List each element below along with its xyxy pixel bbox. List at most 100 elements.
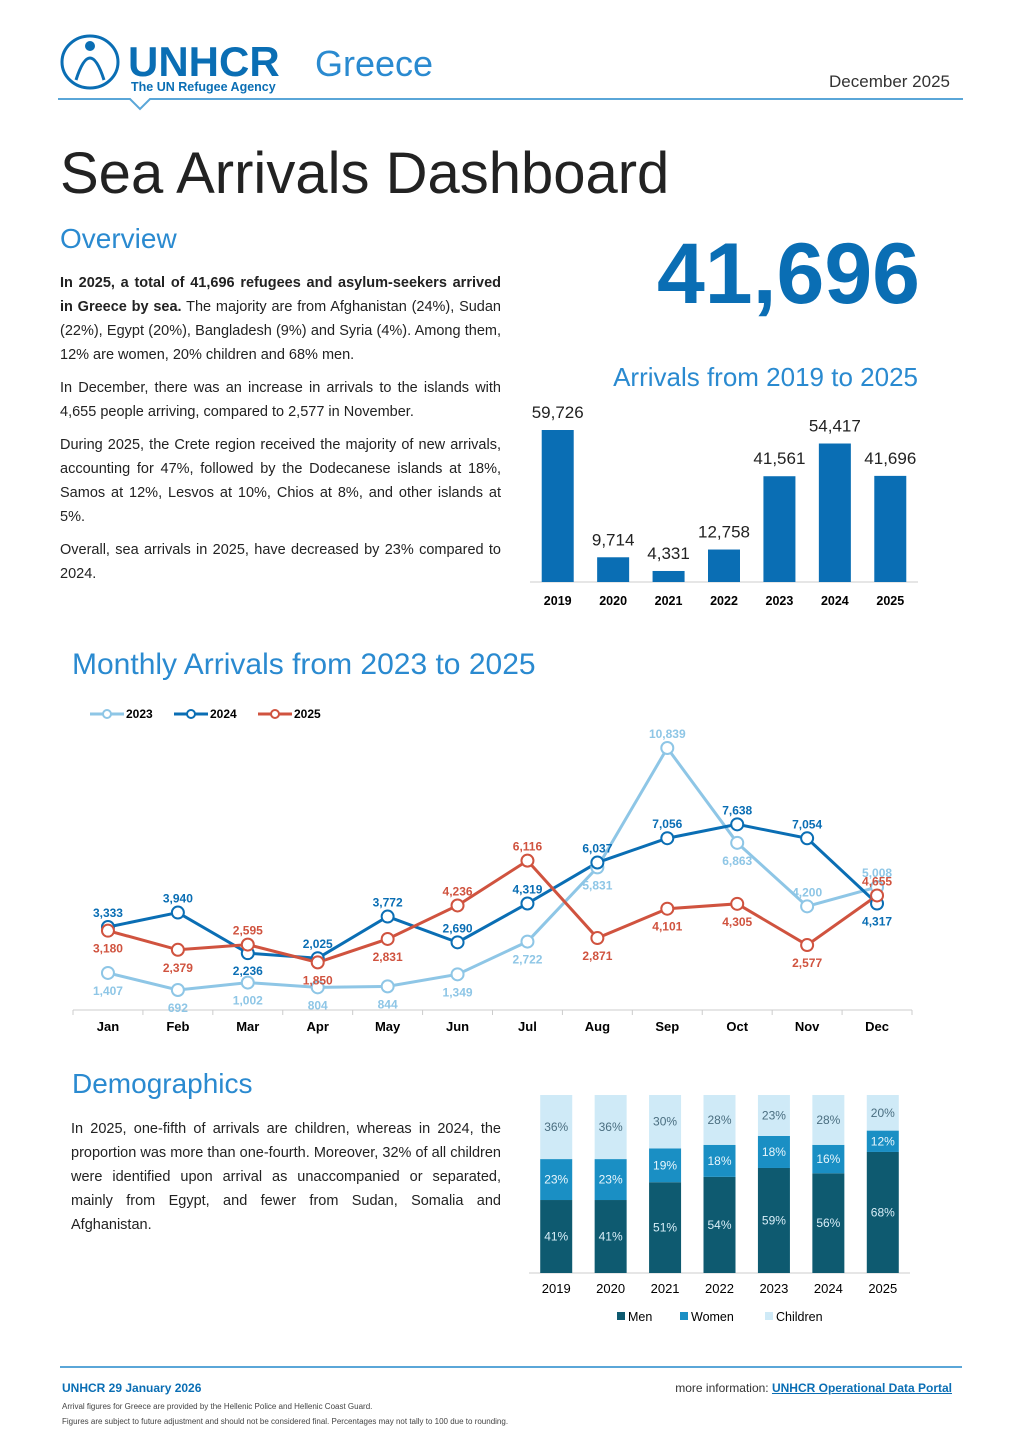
point <box>730 896 745 911</box>
section-heading: Overview <box>60 223 177 254</box>
x-tick-label: 2020 <box>596 1281 625 1296</box>
value-label: 6,863 <box>722 854 752 868</box>
chart-title: Monthly Arrivals from 2023 to 2025 <box>72 648 536 681</box>
point <box>520 853 535 868</box>
bar <box>874 475 907 582</box>
value-label: 28% <box>707 1113 731 1127</box>
legend-swatch <box>680 1312 688 1320</box>
value-label: 23% <box>544 1173 568 1187</box>
point <box>590 855 605 870</box>
value-label: 2,577 <box>792 956 822 970</box>
point <box>520 896 535 911</box>
value-label: 7,056 <box>652 817 682 831</box>
value-label: 7,638 <box>722 803 752 817</box>
x-tick-label: Jan <box>97 1019 119 1034</box>
value-label: 844 <box>378 997 398 1011</box>
value-label: 1,349 <box>443 985 473 999</box>
value-label: 41% <box>599 1230 623 1244</box>
x-tick-label: Dec <box>865 1019 889 1034</box>
series-line <box>107 745 878 992</box>
x-tick-label: 2025 <box>868 1281 897 1296</box>
point <box>310 980 325 995</box>
point <box>450 967 465 982</box>
value-label: 16% <box>816 1152 840 1166</box>
value-label: 4,331 <box>647 544 690 563</box>
bar-segment <box>757 1135 790 1168</box>
value-label: 6,116 <box>513 840 543 854</box>
bar-segment <box>812 1095 845 1145</box>
bar <box>541 430 574 582</box>
x-tick-label: Jul <box>518 1019 537 1034</box>
value-label: 1,850 <box>303 973 333 987</box>
value-label: 3,772 <box>373 896 403 910</box>
x-tick-label: 2021 <box>655 594 683 608</box>
legend-marker <box>102 709 112 719</box>
x-tick-label: 2024 <box>814 1281 843 1296</box>
page-title: Sea Arrivals Dashboard <box>60 141 670 206</box>
value-label: 59,726 <box>532 403 584 422</box>
legend-label: 2023 <box>126 707 153 721</box>
lead: In 2025, a total of 41,696 refugees and … <box>60 275 501 315</box>
value-label: 56% <box>816 1216 840 1230</box>
value-label: 9,714 <box>592 530 635 549</box>
point <box>660 831 675 846</box>
point <box>660 901 675 916</box>
point <box>800 899 815 914</box>
logo-tagline: The UN Refugee Agency <box>131 80 276 94</box>
point <box>730 817 745 832</box>
series-line <box>107 822 879 960</box>
note: Figures are subject to future adjustment… <box>62 1417 509 1426</box>
x-tick-label: Feb <box>166 1019 189 1034</box>
x-tick-label: 2019 <box>542 1281 571 1296</box>
x-tick-label: Oct <box>726 1019 748 1034</box>
value-label: 23% <box>762 1108 786 1122</box>
point <box>100 923 115 938</box>
data-portal-link[interactable]: UNHCR Operational Data Portal <box>771 1381 952 1395</box>
value-label: 4,200 <box>792 885 822 899</box>
value-label: 10,839 <box>649 727 686 741</box>
point <box>800 938 815 953</box>
legend-label: Men <box>628 1310 652 1324</box>
point <box>170 982 185 997</box>
point <box>100 965 115 980</box>
paragraph: Overall, sea arrivals in 2025, have decr… <box>60 542 501 582</box>
value-label: 23% <box>599 1173 623 1187</box>
header-rule <box>58 98 963 111</box>
point <box>590 931 605 946</box>
value-label: 54% <box>707 1218 731 1232</box>
x-tick-label: 2022 <box>710 594 738 608</box>
bar-segment <box>540 1200 573 1273</box>
x-tick-label: 2024 <box>821 594 849 608</box>
legend-label: 2025 <box>294 707 321 721</box>
header: UNHCR The UN Refugee Agency Greece Decem… <box>58 34 963 111</box>
value-label: 12,758 <box>698 523 750 542</box>
value-label: 4,101 <box>652 920 682 934</box>
value-label: 3,180 <box>93 942 123 956</box>
value-label: 36% <box>544 1120 568 1134</box>
value-label: 5,008 <box>862 866 892 880</box>
bar-segment <box>866 1151 899 1273</box>
more-label: more information: <box>675 1381 769 1395</box>
annual-chart: 59,726 2019 9,714 2020 4,331 2021 12,758 2022 41… <box>530 403 918 608</box>
x-tick-label: Mar <box>236 1019 259 1034</box>
value-label: 54,417 <box>809 417 861 436</box>
point <box>170 942 185 957</box>
value-label: 2,722 <box>512 953 542 967</box>
date: December 2025 <box>829 72 950 91</box>
legend-label: 2024 <box>210 707 237 721</box>
bar-segment <box>649 1095 682 1149</box>
bar <box>763 476 796 582</box>
value-label: 2,871 <box>582 949 612 963</box>
chart-title: Arrivals from 2019 to 2025 <box>613 362 918 392</box>
x-tick-label: 2020 <box>599 594 627 608</box>
value-label: 2,025 <box>303 937 333 951</box>
value-label: 3,333 <box>93 906 123 920</box>
bar-segment <box>594 1200 627 1273</box>
value-label: 41,696 <box>864 449 916 468</box>
x-tick-label: 2019 <box>544 594 572 608</box>
footer-more: more information: UNHCR Operational Data… <box>675 1381 952 1395</box>
x-tick-label: 2025 <box>876 594 904 608</box>
value-label: 5,831 <box>582 878 612 892</box>
paragraph: In 2025, one-fifth of arrivals are child… <box>71 1121 501 1233</box>
